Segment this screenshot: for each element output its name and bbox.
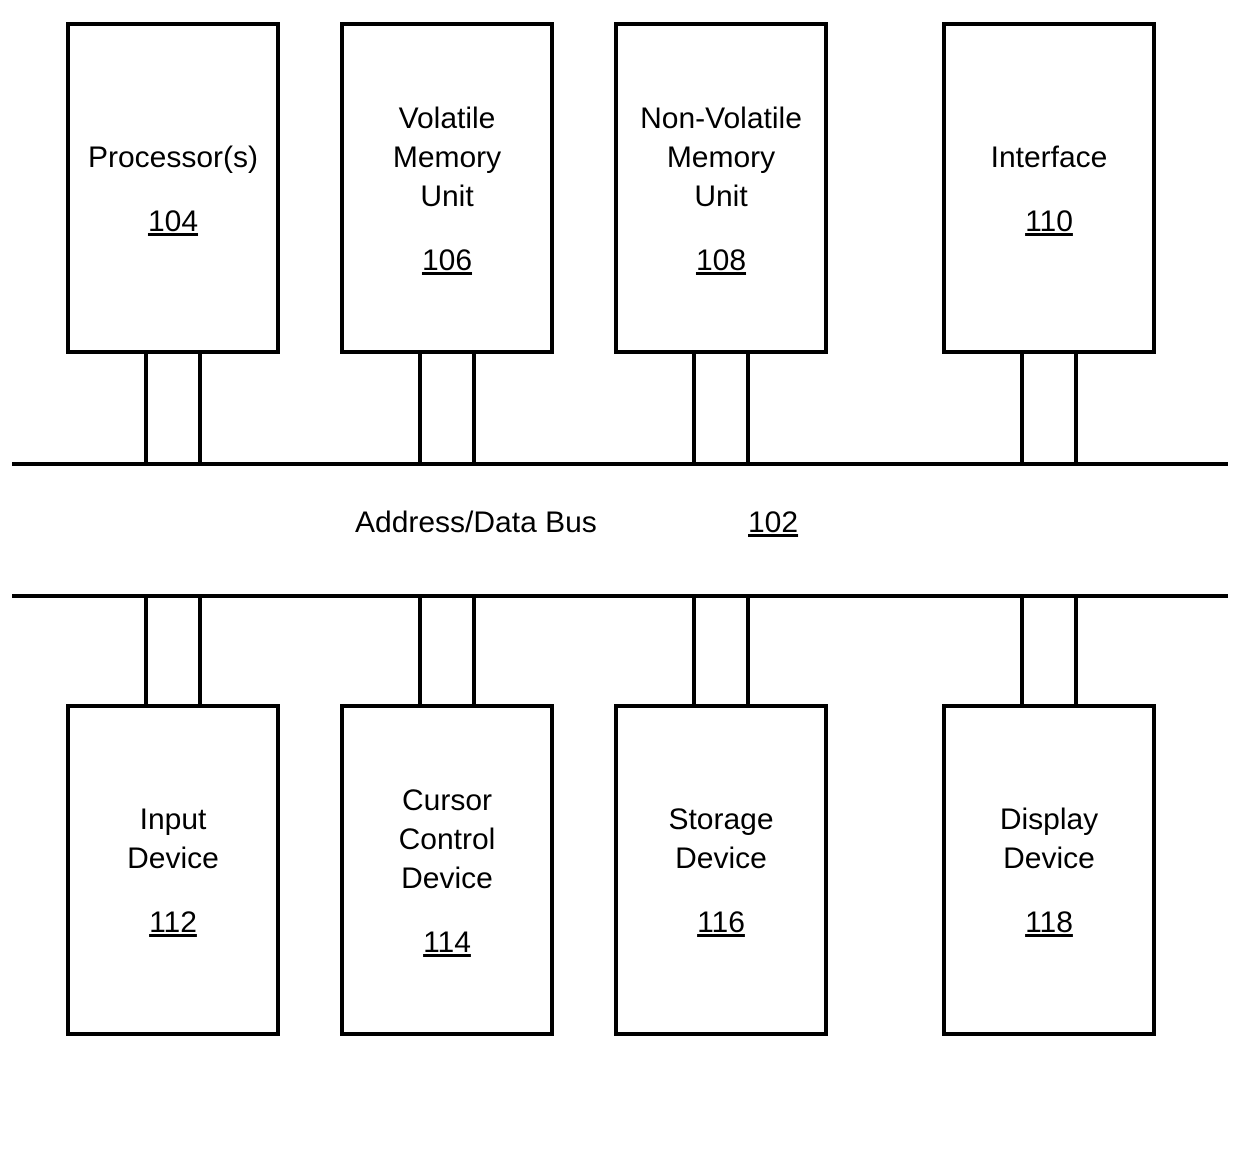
box-ref: 114: [423, 926, 471, 960]
box-ref: 104: [148, 205, 198, 239]
box-cursor-dev: CursorControlDevice 114: [340, 704, 554, 1036]
block-diagram-canvas: Address/Data Bus 102 Processor(s) 104 Vo…: [0, 0, 1240, 1173]
box-volatile-mem: VolatileMemoryUnit 106: [340, 22, 554, 354]
connector-nonvol-mem: [692, 354, 750, 462]
box-label: VolatileMemoryUnit: [393, 99, 501, 216]
box-ref: 110: [1025, 205, 1073, 239]
box-ref: 106: [422, 244, 472, 278]
box-ref: 116: [697, 906, 745, 940]
bus-label: Address/Data Bus: [355, 506, 597, 540]
connector-display-dev: [1020, 598, 1078, 704]
box-processor: Processor(s) 104: [66, 22, 280, 354]
connector-volatile-mem: [418, 354, 476, 462]
connector-processor: [144, 354, 202, 462]
box-label: DisplayDevice: [1000, 800, 1098, 878]
box-display-dev: DisplayDevice 118: [942, 704, 1156, 1036]
box-label: StorageDevice: [668, 800, 773, 878]
connector-cursor-dev: [418, 598, 476, 704]
connector-storage-dev: [692, 598, 750, 704]
bus-ref: 102: [748, 506, 798, 540]
box-ref: 108: [696, 244, 746, 278]
box-nonvol-mem: Non-VolatileMemoryUnit 108: [614, 22, 828, 354]
box-input-dev: InputDevice 112: [66, 704, 280, 1036]
box-ref: 118: [1025, 906, 1073, 940]
box-label: CursorControlDevice: [399, 781, 496, 898]
box-label: InputDevice: [127, 800, 219, 878]
box-storage-dev: StorageDevice 116: [614, 704, 828, 1036]
box-ref: 112: [149, 906, 197, 940]
connector-input-dev: [144, 598, 202, 704]
bus-top-line: [12, 462, 1228, 466]
connector-interface: [1020, 354, 1078, 462]
box-label: Interface: [991, 138, 1108, 177]
box-label: Non-VolatileMemoryUnit: [640, 99, 802, 216]
box-interface: Interface 110: [942, 22, 1156, 354]
box-label: Processor(s): [88, 138, 258, 177]
